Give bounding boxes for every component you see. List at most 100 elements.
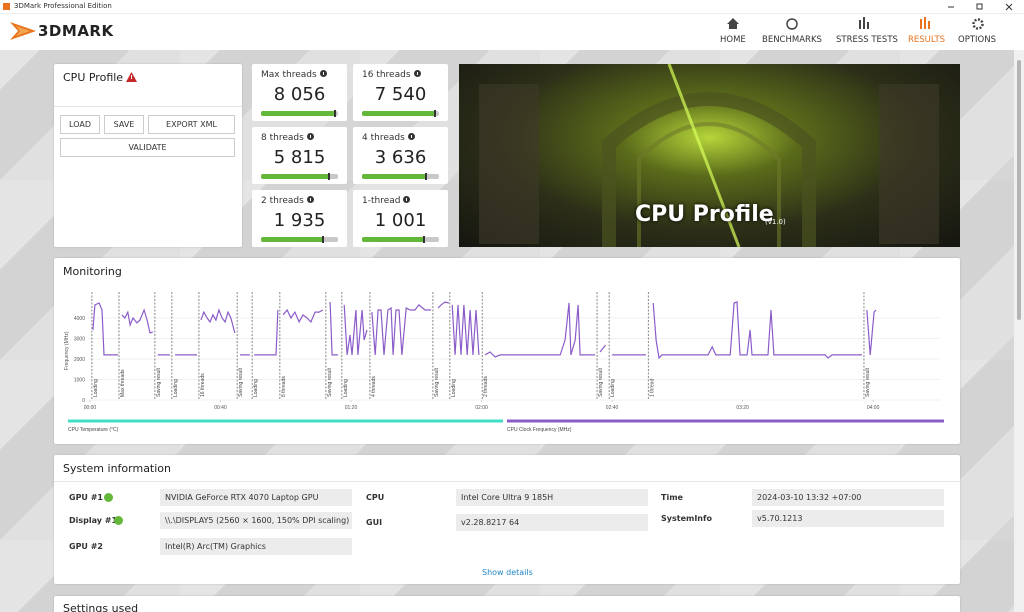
system-panel: System information GPU #1 NVIDIA GeForce…: [54, 455, 960, 584]
score-label: Max threads: [261, 70, 327, 80]
score-bar-fill: [261, 111, 335, 116]
x-tick-label: 04:00: [867, 405, 880, 411]
header: 3DMARK: [0, 14, 1024, 50]
score-bar-fill: [362, 237, 424, 242]
score-label-text: Max threads: [261, 70, 317, 80]
phase-label: 8 threads: [281, 376, 287, 397]
button[interactable]: SAVE: [104, 115, 144, 134]
phase-label: 16 threads: [200, 373, 206, 397]
score-label: 2 threads: [261, 196, 314, 206]
info-label: GPU #2: [69, 542, 103, 551]
score-bar: [362, 173, 439, 180]
score-card: 1-thread 1 001: [353, 190, 448, 247]
profile-title: CPU Profile: [63, 71, 124, 84]
button[interactable]: LOAD: [60, 115, 100, 134]
phase-label: Saving result: [238, 367, 244, 397]
button[interactable]: VALIDATE: [60, 138, 235, 157]
score-label: 4 threads: [362, 133, 415, 143]
score-value: 5 815: [273, 147, 326, 168]
score-value: 1 935: [273, 210, 326, 231]
info-value: v5.70.1213: [752, 510, 944, 527]
divider: [54, 481, 960, 482]
info-icon[interactable]: [319, 70, 327, 77]
score-bar-fill: [362, 174, 426, 179]
scrollbar-thumb[interactable]: [1017, 60, 1021, 320]
score-bar-fill: [261, 237, 323, 242]
phase-label: Saving result: [865, 367, 871, 397]
score-label-text: 16 threads: [362, 70, 411, 80]
score-card: 8 threads 5 815: [252, 127, 347, 184]
settings-panel: Settings used: [54, 596, 960, 612]
score-label-text: 2 threads: [261, 196, 304, 206]
phase-label: Saving result: [598, 367, 604, 397]
score-card: Max threads 8 056: [252, 64, 347, 121]
scrollbar[interactable]: [1014, 50, 1024, 612]
phase-label: Loading: [173, 379, 179, 397]
title-bar: 3DMark Professional Edition: [0, 0, 1024, 14]
info-label: GUI: [366, 518, 383, 527]
nav-item[interactable]: OPTIONS: [958, 35, 996, 45]
score-label-text: 1-thread: [362, 196, 401, 206]
info-label: CPU: [366, 493, 385, 502]
phase-label: 4 threads: [371, 376, 377, 397]
nav-item[interactable]: BENCHMARKS: [762, 35, 822, 45]
info-label: Display #1: [69, 516, 118, 525]
system-title: System information: [63, 462, 172, 475]
score-bar-marker: [425, 173, 427, 180]
info-icon[interactable]: [306, 133, 314, 140]
phase-label: Loading: [610, 379, 616, 397]
phase-label: Saving result: [156, 367, 162, 397]
info-icon[interactable]: [407, 133, 415, 140]
score-bar: [362, 236, 439, 243]
show-details-link[interactable]: Show details: [482, 568, 533, 577]
score-value: 7 540: [374, 84, 427, 105]
banner-art: [479, 64, 939, 247]
check-icon: [104, 493, 113, 502]
phase-label: Loading: [253, 379, 259, 397]
score-card: 4 threads 3 636: [353, 127, 448, 184]
nav-item[interactable]: HOME: [720, 35, 746, 45]
info-icon[interactable]: [403, 196, 411, 203]
score-bar: [261, 236, 338, 243]
banner-title: CPU Profile: [635, 202, 774, 227]
info-icon[interactable]: [306, 196, 314, 203]
score-bar-marker: [434, 110, 436, 117]
warning-icon: [126, 72, 137, 82]
score-card: 2 threads 1 935: [252, 190, 347, 247]
profile-panel: CPU Profile LOAD SAVE EXPORT XML VALIDAT…: [54, 64, 242, 247]
banner-version: (v1.0): [765, 218, 786, 226]
score-card: 16 threads 7 540: [353, 64, 448, 121]
info-label: GPU #1: [69, 493, 103, 502]
info-icon[interactable]: [413, 70, 421, 77]
y-tick-label: 0: [82, 398, 85, 404]
info-value: v2.28.8217 64: [456, 514, 648, 531]
nav-item[interactable]: STRESS TESTS: [836, 35, 898, 45]
score-bar: [261, 110, 338, 117]
button[interactable]: EXPORT XML: [148, 115, 235, 134]
x-tick-label: 02:00: [475, 405, 488, 411]
phase-label: Loading: [451, 379, 457, 397]
score-label: 16 threads: [362, 70, 421, 80]
info-value: \\.\DISPLAY5 (2560 × 1600, 150% DPI scal…: [160, 512, 352, 529]
x-tick-label: 01:20: [345, 405, 358, 411]
x-tick-label: 00:40: [214, 405, 227, 411]
score-value: 1 001: [374, 210, 427, 231]
check-icon: [114, 516, 123, 525]
phase-label: Loading: [343, 379, 349, 397]
phase-label: Loading: [93, 379, 99, 397]
score-bar-fill: [261, 174, 329, 179]
settings-title: Settings used: [63, 602, 139, 612]
info-label: SystemInfo: [661, 514, 712, 523]
nav-item-active[interactable]: RESULTS: [908, 35, 946, 45]
logo-mark: [10, 22, 36, 40]
window-controls[interactable]: [940, 0, 1024, 13]
phase-label: Max threads: [120, 369, 126, 397]
score-bar-marker: [423, 236, 425, 243]
info-value: NVIDIA GeForce RTX 4070 Laptop GPU: [160, 489, 352, 506]
monitoring-title: Monitoring: [63, 265, 122, 278]
score-bar-marker: [334, 110, 336, 117]
y-axis-label: Frequency (MHz): [64, 331, 70, 370]
divider: [54, 106, 242, 107]
y-tick-label: 3000: [74, 337, 85, 343]
